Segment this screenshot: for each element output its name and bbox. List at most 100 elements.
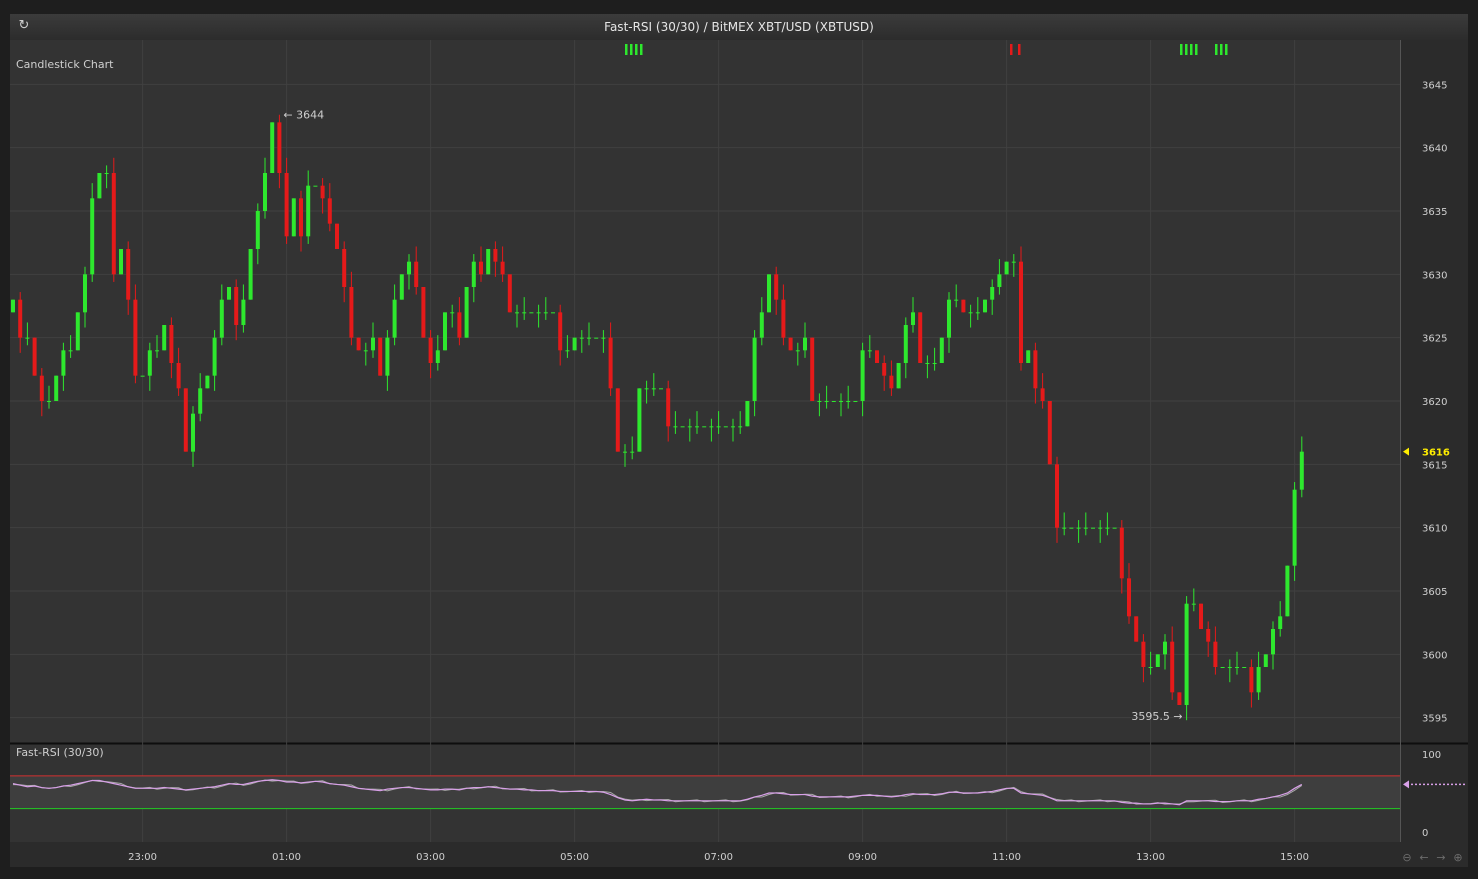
candle-body xyxy=(183,388,188,452)
candle-body xyxy=(644,388,649,390)
chart-canvas[interactable]: 3595 3600 3605 3610 3615 3620 3625 3630 3635 3640… xyxy=(10,40,1468,867)
candle-body xyxy=(1127,578,1131,617)
candle-body xyxy=(1206,629,1211,642)
candle-body xyxy=(536,312,541,314)
candle-body xyxy=(990,287,995,300)
candle-body xyxy=(320,185,325,199)
candle-body xyxy=(615,388,620,452)
candle-body xyxy=(299,198,303,237)
candle-body xyxy=(903,325,908,363)
candle-body xyxy=(788,337,793,351)
candle-body xyxy=(1249,667,1254,693)
candle-body xyxy=(543,312,548,314)
candle-body xyxy=(1170,641,1175,693)
candle-body xyxy=(234,287,239,325)
candle-body xyxy=(176,363,181,389)
candle-body xyxy=(1033,350,1038,389)
candle-body xyxy=(421,287,426,338)
candle-body xyxy=(1184,603,1189,705)
candle-body xyxy=(817,401,822,402)
signal-marker xyxy=(635,44,638,55)
candle-body xyxy=(803,337,807,351)
candle-body xyxy=(1191,603,1196,605)
candle-body xyxy=(1271,629,1275,655)
candle-body xyxy=(140,375,145,377)
signal-marker xyxy=(640,44,643,55)
candle-body xyxy=(759,312,764,338)
signal-marker xyxy=(1180,44,1183,55)
candle-body xyxy=(954,299,959,301)
candle-body xyxy=(1213,641,1218,667)
window-title: Fast-RSI (30/30) / BitMEX XBT/USD (XBTUS… xyxy=(604,20,874,34)
time-tick-label: 11:00 xyxy=(992,852,1021,863)
candle-body xyxy=(767,274,771,313)
zoom-out-icon[interactable]: ⊖ xyxy=(1402,851,1412,864)
price-tick-label: 3645 xyxy=(1422,80,1447,91)
zoom-in-icon[interactable]: ⊕ xyxy=(1453,851,1463,864)
signal-marker xyxy=(1215,44,1218,55)
candle-body xyxy=(947,299,951,338)
price-tick-label: 3605 xyxy=(1422,587,1447,598)
candle-body xyxy=(464,287,469,338)
candle-body xyxy=(39,375,44,401)
candle-body xyxy=(443,312,447,351)
candle-body xyxy=(1055,464,1059,528)
candle-body xyxy=(335,223,339,249)
candle-body xyxy=(1134,616,1139,642)
candle-body xyxy=(515,312,519,314)
candle-body xyxy=(853,401,858,402)
candle-body xyxy=(896,363,901,389)
candle-body xyxy=(1141,641,1146,667)
candle-body xyxy=(277,122,282,173)
candle-body xyxy=(579,337,584,339)
main-plot-background xyxy=(10,40,1400,743)
candle-body xyxy=(623,451,627,453)
candle-body xyxy=(349,287,354,338)
candle-body xyxy=(313,185,318,187)
candle-body xyxy=(1119,527,1124,579)
candle-body xyxy=(601,337,606,339)
candle-body xyxy=(1263,654,1268,667)
candle-body xyxy=(212,337,217,376)
candle-body xyxy=(587,337,591,339)
candle-body xyxy=(479,261,483,275)
candle-body xyxy=(457,312,462,338)
candle-body xyxy=(54,375,59,401)
candle-body xyxy=(500,261,505,275)
candle-body xyxy=(104,173,109,174)
candle-body xyxy=(205,375,210,389)
candle-body xyxy=(839,401,843,402)
signal-marker xyxy=(1190,44,1193,55)
candle-body xyxy=(824,401,829,402)
candle-body xyxy=(378,337,383,376)
candle-body xyxy=(810,337,815,401)
candle-body xyxy=(522,312,527,314)
chart-area[interactable]: 3595 3600 3605 3610 3615 3620 3625 3630 3635 3640… xyxy=(10,40,1468,867)
price-tick-label: 3625 xyxy=(1422,334,1447,345)
candle-body xyxy=(1105,527,1110,529)
candle-body xyxy=(11,299,15,313)
arrow-left-icon[interactable]: ← xyxy=(1419,851,1429,864)
price-tick-label: 3630 xyxy=(1422,270,1447,281)
candle-body xyxy=(241,299,246,325)
candle-body xyxy=(1235,667,1239,668)
arrow-right-icon[interactable]: → xyxy=(1436,851,1446,864)
candle-body xyxy=(731,426,735,428)
candle-body xyxy=(83,274,87,313)
candle-body xyxy=(774,274,779,300)
candle-body xyxy=(471,261,476,287)
refresh-icon[interactable]: ↻ xyxy=(18,18,30,33)
candle-body xyxy=(1062,527,1067,529)
candle-body xyxy=(47,401,51,402)
chart-navigation: ⊖ ← → ⊕ xyxy=(1401,851,1464,864)
candle-body xyxy=(1299,451,1304,490)
main-panel-label: Candlestick Chart xyxy=(16,58,114,71)
candle-body xyxy=(227,287,231,300)
candle-body xyxy=(558,312,563,351)
candle-body xyxy=(507,274,512,313)
candle-body xyxy=(997,274,1002,287)
candle-body xyxy=(392,299,397,338)
signal-marker xyxy=(1010,44,1013,55)
candle-body xyxy=(25,337,30,339)
candle-body xyxy=(119,249,123,275)
